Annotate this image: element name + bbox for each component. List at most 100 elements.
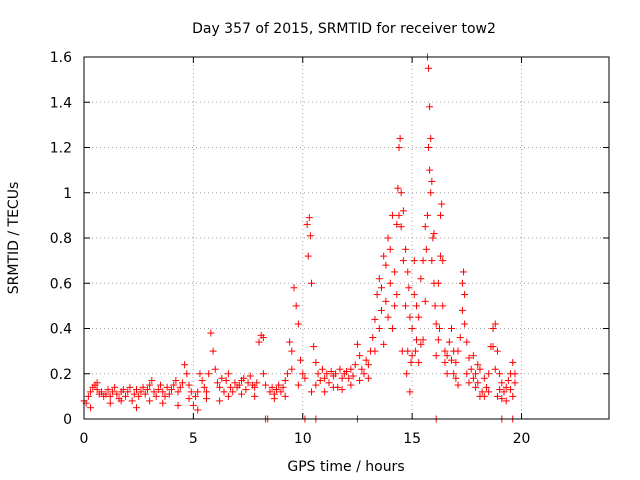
data-point xyxy=(93,379,101,387)
data-point xyxy=(124,388,132,396)
data-point xyxy=(196,370,204,378)
data-point xyxy=(408,352,416,360)
data-point xyxy=(404,268,412,276)
data-point xyxy=(244,379,252,387)
data-point xyxy=(207,329,215,337)
data-point xyxy=(485,370,493,378)
data-point xyxy=(205,370,213,378)
data-point xyxy=(458,279,466,287)
data-point xyxy=(222,377,230,385)
data-point xyxy=(122,392,130,400)
data-point xyxy=(441,358,449,366)
data-point xyxy=(308,279,315,287)
data-point xyxy=(423,211,431,219)
data-point xyxy=(498,395,506,403)
data-point xyxy=(456,334,464,342)
data-point xyxy=(87,404,95,412)
data-point xyxy=(427,189,435,197)
data-point xyxy=(461,291,469,299)
data-point xyxy=(347,381,355,389)
data-point xyxy=(463,370,471,378)
y-tick-label: 1.2 xyxy=(50,141,72,157)
data-point xyxy=(224,392,232,400)
data-point xyxy=(308,388,315,396)
data-point xyxy=(504,377,512,385)
data-point xyxy=(434,336,442,344)
data-point xyxy=(419,336,427,344)
x-tick-label: 20 xyxy=(513,431,531,447)
data-point xyxy=(213,379,221,387)
data-point xyxy=(402,302,410,310)
data-point xyxy=(139,383,147,391)
data-point xyxy=(242,386,250,394)
data-point xyxy=(113,390,121,398)
data-point xyxy=(312,358,320,366)
gridlines xyxy=(84,57,609,419)
data-point xyxy=(380,252,388,260)
data-point xyxy=(421,223,429,231)
data-point xyxy=(431,302,439,310)
data-point xyxy=(238,390,245,398)
data-point xyxy=(203,388,210,396)
data-point xyxy=(220,388,228,396)
data-point xyxy=(297,356,305,364)
data-point xyxy=(318,365,326,373)
data-point xyxy=(304,252,312,260)
data-point xyxy=(360,370,368,378)
data-point xyxy=(397,223,405,231)
data-point xyxy=(128,397,136,405)
data-point xyxy=(286,338,294,346)
data-point xyxy=(310,343,318,351)
data-point xyxy=(465,379,473,387)
data-point xyxy=(277,388,285,396)
data-point xyxy=(410,257,418,265)
data-point xyxy=(425,144,433,151)
data-point xyxy=(394,184,402,192)
data-point xyxy=(439,257,447,265)
data-point xyxy=(106,399,114,407)
data-point xyxy=(356,377,364,385)
data-point xyxy=(338,374,346,382)
data-point xyxy=(384,234,392,242)
data-point xyxy=(472,383,480,391)
data-point xyxy=(358,365,366,373)
data-point xyxy=(382,261,390,269)
data-point xyxy=(408,325,416,332)
data-point xyxy=(111,383,119,391)
data-point xyxy=(240,374,248,382)
data-point xyxy=(332,370,340,378)
data-point xyxy=(106,392,114,400)
data-point xyxy=(174,401,182,409)
data-point xyxy=(398,347,406,355)
y-tick-labels: 0 0.2 0.4 0.6 0.8 1 1.2 1.4 1.6 xyxy=(50,50,72,428)
data-point xyxy=(356,352,364,360)
data-point xyxy=(396,134,404,142)
data-point xyxy=(395,211,403,219)
data-point xyxy=(168,386,175,394)
data-point xyxy=(253,379,261,387)
data-point xyxy=(448,356,455,364)
data-point xyxy=(469,374,477,382)
data-point xyxy=(306,232,314,240)
data-point xyxy=(428,257,436,265)
data-point xyxy=(321,374,329,382)
data-point xyxy=(496,370,504,378)
data-point xyxy=(426,166,434,174)
plot-frame xyxy=(83,56,610,420)
data-point xyxy=(216,383,224,391)
data-point xyxy=(432,352,440,360)
data-point xyxy=(343,367,350,375)
data-point xyxy=(229,388,237,396)
data-point xyxy=(375,325,383,332)
data-point xyxy=(135,392,143,400)
data-point xyxy=(349,372,357,380)
data-point xyxy=(491,320,499,328)
data-point xyxy=(378,306,385,314)
data-point xyxy=(380,340,388,348)
data-point xyxy=(391,268,399,276)
data-point xyxy=(181,361,189,369)
data-point xyxy=(437,252,445,260)
data-point xyxy=(434,279,442,287)
data-point xyxy=(216,397,224,405)
data-point xyxy=(399,257,407,265)
